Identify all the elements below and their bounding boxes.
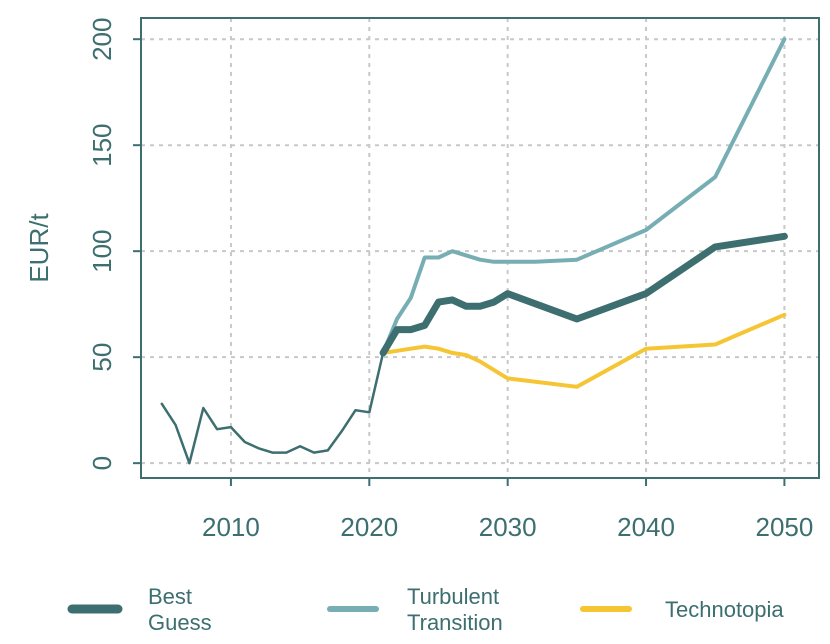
- legend-label-technotopia: Technotopia: [665, 597, 784, 622]
- x-tick-label: 2030: [479, 512, 537, 542]
- legend: Best Guess Turbulent Transition Technotopia: [67, 584, 784, 635]
- y-tick-label: 0: [87, 456, 117, 470]
- y-axis: 0 50 100 150 200: [87, 18, 141, 470]
- historical-line: [160, 351, 385, 465]
- turbulent-transition-line: [381, 37, 787, 355]
- technotopia-line: [381, 312, 787, 389]
- x-tick-label: 2010: [202, 512, 260, 542]
- y-tick-label: 50: [87, 343, 117, 372]
- series-lines: [160, 37, 788, 465]
- x-tick-label: 2050: [755, 512, 813, 542]
- y-tick-label: 200: [87, 18, 117, 61]
- plot-frame: [140, 17, 820, 479]
- legend-label-turbulent-transition: Turbulent Transition: [407, 584, 503, 635]
- best-guess-line: [379, 232, 788, 357]
- y-axis-label: EUR/t: [24, 213, 54, 283]
- legend-label-best-guess: Best Guess: [148, 584, 212, 635]
- x-tick-label: 2020: [340, 512, 398, 542]
- y-tick-label: 150: [87, 123, 117, 166]
- x-tick-label: 2040: [617, 512, 675, 542]
- y-tick-label: 100: [87, 229, 117, 272]
- x-axis: 2010 2020 2030 2040 2050: [202, 478, 813, 542]
